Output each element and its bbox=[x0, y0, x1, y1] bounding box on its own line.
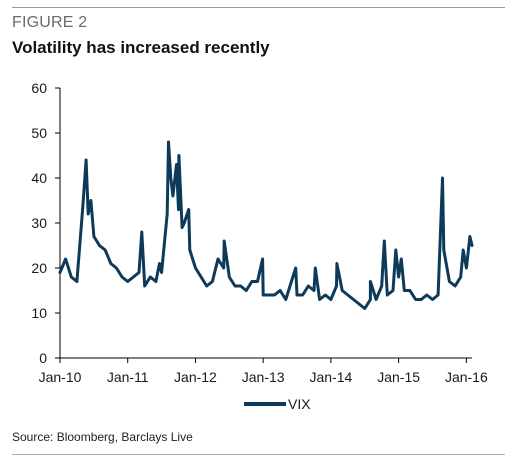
vix-series-line bbox=[58, 140, 474, 310]
y-tick-label: 0 bbox=[39, 350, 47, 366]
figure-label: FIGURE 2 bbox=[12, 14, 88, 31]
x-tick-label: Jan-11 bbox=[107, 369, 149, 385]
y-tick-label: 20 bbox=[31, 260, 47, 276]
chart-axes: 0 10 20 30 40 50 60 Jan-10 Jan-11 Jan-12 Jan-13 Jan… bbox=[31, 80, 488, 385]
series-layer bbox=[58, 140, 474, 310]
y-tick-label: 30 bbox=[31, 215, 47, 231]
y-tick-label: 50 bbox=[31, 125, 47, 141]
x-tick-label: Jan-12 bbox=[174, 369, 217, 385]
y-tick-label: 10 bbox=[31, 305, 47, 321]
chart-title: Volatility has increased recently bbox=[12, 38, 270, 57]
vix-line-chart: 0 10 20 30 40 50 60 Jan-10 Jan-11 Jan-12 Jan-13 Jan… bbox=[31, 80, 488, 412]
x-tick-label: Jan-10 bbox=[39, 369, 82, 385]
x-tick-label: Jan-16 bbox=[445, 369, 488, 385]
x-tick-label: Jan-13 bbox=[242, 369, 285, 385]
chart-legend: VIX bbox=[244, 396, 311, 412]
top-rule bbox=[12, 7, 505, 8]
bottom-rule bbox=[12, 454, 505, 455]
source-note: Source: Bloomberg, Barclays Live bbox=[12, 430, 193, 444]
y-tick-label: 40 bbox=[31, 170, 47, 186]
legend-label: VIX bbox=[288, 396, 311, 412]
y-tick-label: 60 bbox=[31, 80, 47, 96]
x-tick-label: Jan-14 bbox=[309, 369, 352, 385]
x-tick-label: Jan-15 bbox=[377, 369, 420, 385]
